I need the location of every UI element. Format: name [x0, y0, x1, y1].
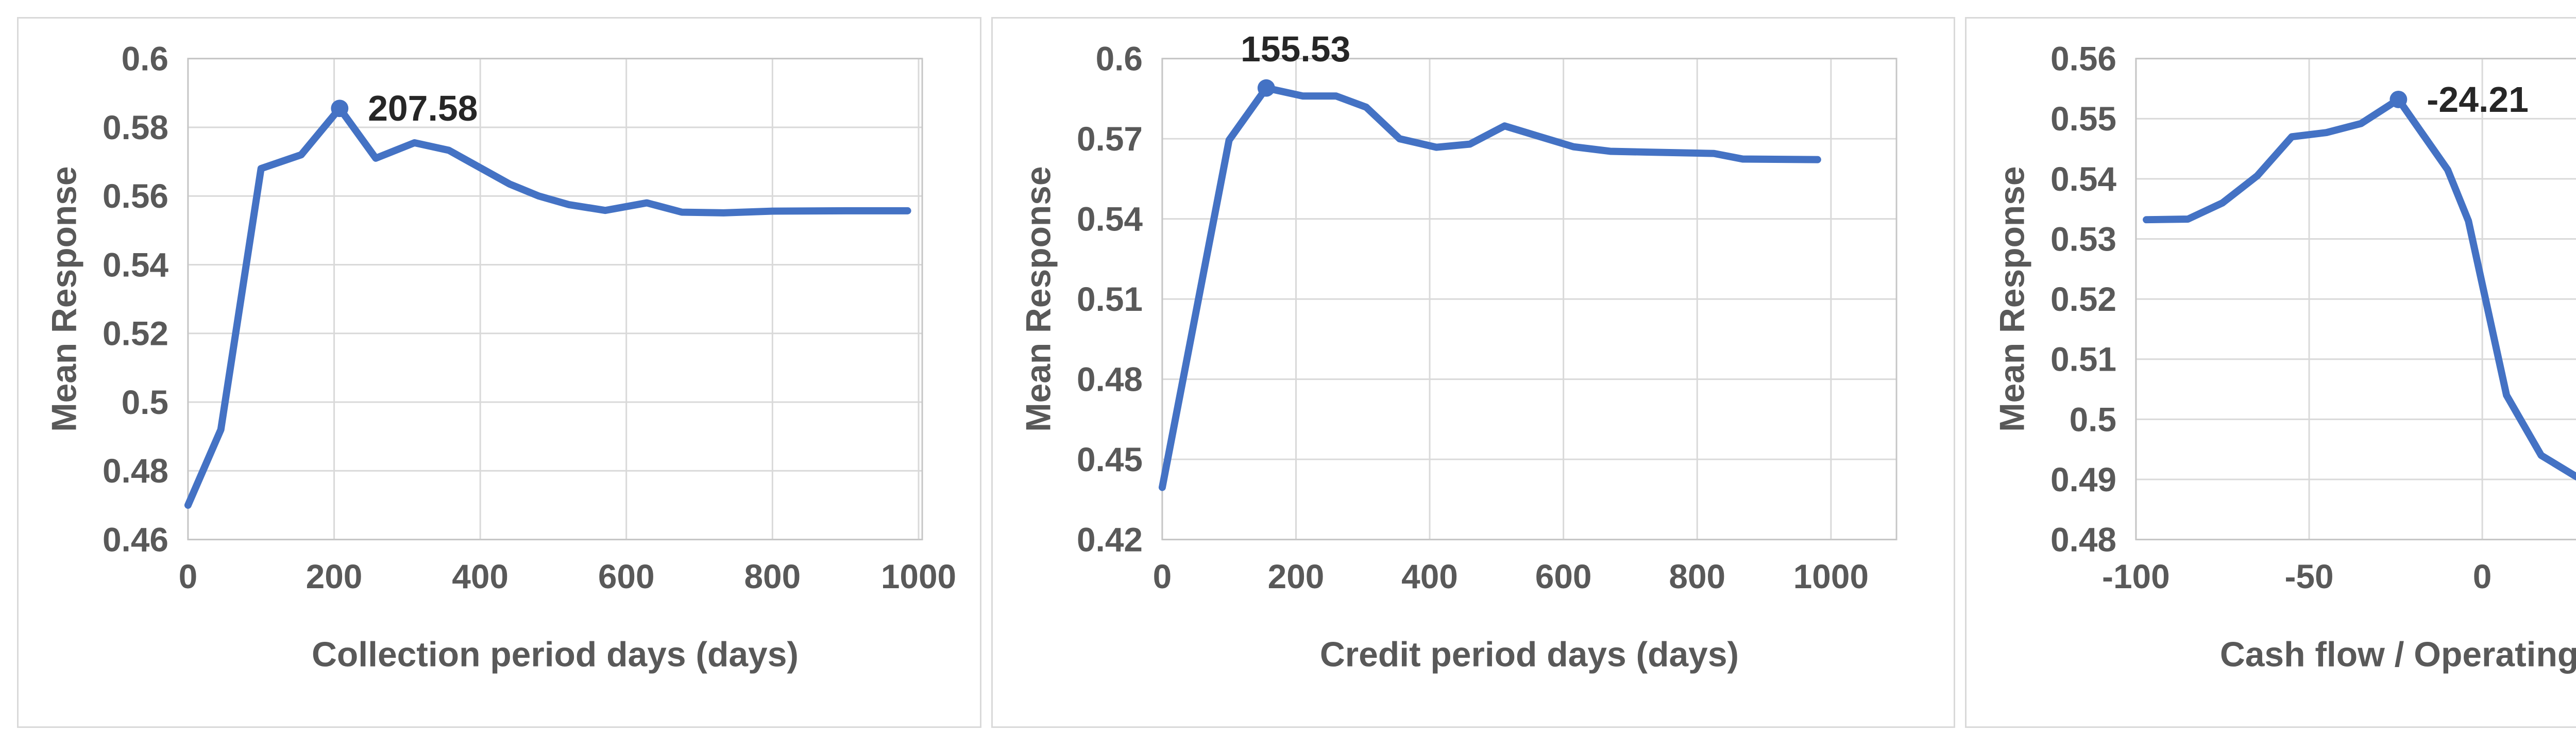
y-tick-label: 0.48	[1077, 360, 1143, 398]
chart-panel-credit-period: 155.53 0 200 400 600 800 1000 0.42 0.45 0.48 0.51 0…	[991, 17, 1956, 728]
series-line	[2143, 95, 2576, 480]
chart-cash-flow: -24.21-100-500501000.480.490.50.510.520.…	[1993, 40, 2576, 674]
peak-marker	[2389, 90, 2408, 108]
chart-panel-collection-period: 207.58 0 200 400 600 800 1000 0.46 0.48 0.5 0.52 0.…	[17, 17, 981, 728]
y-tick-label: 0.54	[1077, 200, 1143, 238]
y-tick-label: 0.6	[122, 40, 168, 78]
x-tick-label: 200	[1267, 557, 1324, 595]
chart-credit-period: 155.53 0 200 400 600 800 1000 0.42 0.45 0.48 0.51 0…	[1019, 29, 1897, 674]
y-tick-label: 0.42	[1077, 521, 1143, 559]
y-tick-label: 0.48	[103, 452, 168, 490]
y-tick-label: 0.5	[122, 383, 168, 421]
y-axis-title: Mean Response	[45, 166, 84, 431]
x-tick-label: 1000	[1793, 557, 1868, 595]
y-tick-label: 0.52	[2050, 280, 2116, 318]
x-tick-label: -100	[2102, 557, 2170, 595]
y-tick-label: 0.54	[103, 245, 168, 284]
y-tick-label: 0.55	[2050, 99, 2116, 138]
plot-border	[1161, 58, 1897, 541]
y-tick-label: 0.49	[2050, 460, 2116, 499]
y-tick-label: 0.51	[2050, 340, 2116, 378]
y-tick-label: 0.58	[103, 108, 168, 146]
x-tick-label: 600	[598, 557, 655, 595]
peak-marker	[1257, 79, 1275, 97]
series-line	[184, 105, 911, 509]
y-tick-label: 0.6	[1095, 40, 1142, 78]
chart-collection-period: 207.58 0 200 400 600 800 1000 0.46 0.48 0.5 0.52 0.…	[45, 40, 957, 674]
y-tick-label: 0.52	[103, 314, 168, 353]
plot-border	[2135, 58, 2576, 541]
x-axis-title: Credit period days (days)	[1320, 636, 1739, 674]
x-tick-label: 400	[1401, 557, 1458, 595]
x-tick-label: 800	[744, 557, 801, 595]
x-tick-label: 200	[306, 557, 363, 595]
y-axis-title: Mean Response	[1019, 166, 1058, 431]
x-tick-label: -50	[2285, 557, 2334, 595]
x-tick-label: 1000	[881, 557, 956, 595]
chart-panel-cash-flow: -24.21-100-500501000.480.490.50.510.520.…	[1965, 17, 2576, 728]
x-tick-label: 600	[1535, 557, 1591, 595]
y-tick-label: 0.48	[2050, 521, 2116, 559]
y-tick-label: 0.51	[1077, 280, 1143, 318]
peak-label: 155.53	[1241, 29, 1350, 69]
x-tick-label: 0	[1153, 557, 1172, 595]
y-tick-label: 0.45	[1077, 440, 1143, 478]
y-tick-label: 0.56	[103, 177, 168, 215]
y-tick-label: 0.46	[103, 521, 168, 559]
peak-label: 207.58	[368, 88, 478, 128]
peak-marker	[331, 99, 349, 118]
x-tick-label: 400	[452, 557, 509, 595]
plot-border	[187, 58, 923, 541]
y-tick-label: 0.56	[2050, 40, 2116, 78]
y-tick-label: 0.57	[1077, 120, 1143, 158]
x-tick-label: 0	[2473, 557, 2492, 595]
y-tick-label: 0.53	[2050, 220, 2116, 258]
x-axis-title: Collection period days (days)	[312, 636, 799, 674]
peak-label: -24.21	[2427, 79, 2529, 120]
x-axis-title: Cash flow / Operating revenue (%)	[2220, 636, 2576, 674]
series-line	[1158, 84, 1821, 491]
y-tick-label: 0.54	[2050, 160, 2116, 198]
y-tick-label: 0.5	[2070, 400, 2116, 438]
y-axis-title: Mean Response	[1993, 166, 2032, 431]
x-tick-label: 0	[179, 557, 198, 595]
x-tick-label: 800	[1669, 557, 1725, 595]
